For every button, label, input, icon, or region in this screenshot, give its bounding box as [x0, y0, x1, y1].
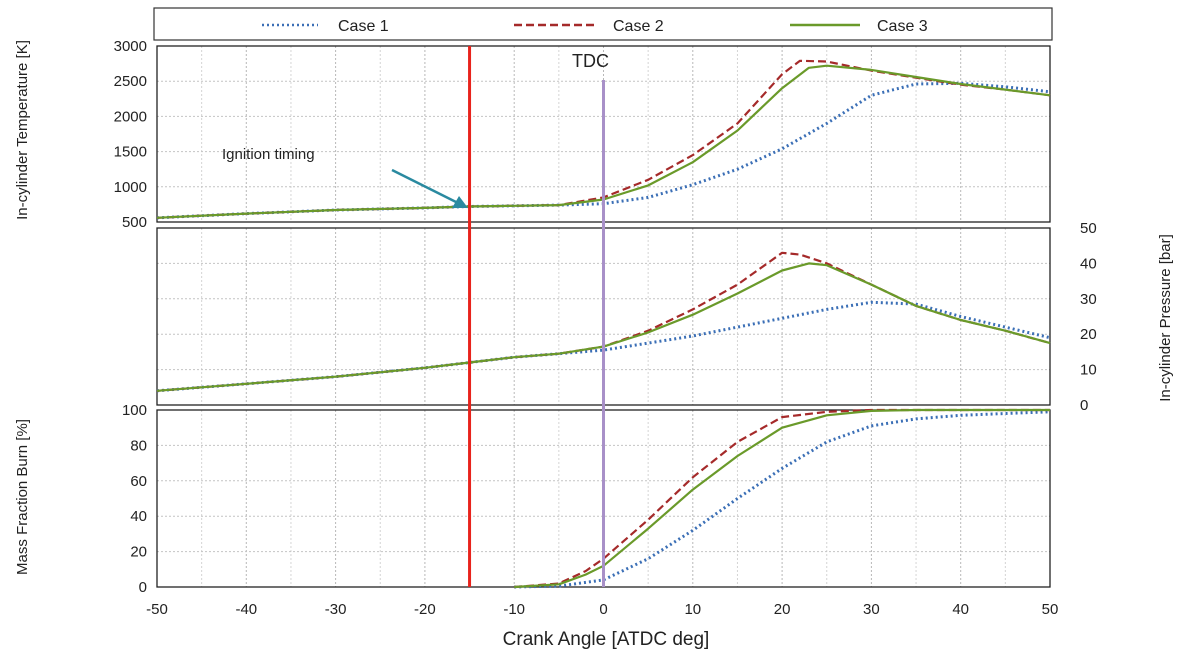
series-line-case1	[156, 81, 1051, 220]
y-tick-label: 20	[1080, 326, 1097, 343]
legend: Case 1 Case 2 Case 3	[153, 7, 1053, 41]
mass-fraction-panel: 0 20 40 60 80 100 -50 -40 -30 -20 -10 0 10 20 30 40 50	[122, 402, 1058, 618]
y-tick-label: 2000	[114, 108, 147, 125]
y-tick-label: 80	[130, 437, 147, 454]
ignition-arrow	[391, 168, 468, 208]
x-tick-label: 40	[952, 601, 969, 618]
y-tick-label: 3000	[114, 38, 147, 55]
y-tick-label: 100	[122, 402, 147, 419]
tdc-label: TDC	[572, 51, 609, 71]
y-tick-label: 2500	[114, 73, 147, 90]
ignition-timing-label: Ignition timing	[222, 146, 315, 163]
x-tick-label: 50	[1042, 601, 1059, 618]
x-tick-label: -50	[146, 601, 168, 618]
series-line-case1	[514, 410, 1051, 589]
legend-case1-label: Case 1	[338, 18, 389, 35]
legend-case3-label: Case 3	[877, 18, 928, 35]
x-axis-title: Crank Angle [ATDC deg]	[503, 629, 710, 650]
pressure-axis-title: In-cylinder Pressure [bar]	[1157, 234, 1174, 402]
y-tick-label: 40	[130, 508, 147, 525]
pressure-panel: 0 10 20 30 40 50	[156, 220, 1097, 414]
y-tick-label: 0	[139, 579, 147, 596]
x-tick-label: -40	[235, 601, 257, 618]
y-tick-label: 1500	[114, 144, 147, 161]
series-line-case3	[156, 262, 1051, 392]
y-tick-label: 30	[1080, 291, 1097, 308]
x-tick-label: -30	[325, 601, 347, 618]
y-tick-label: 60	[130, 473, 147, 490]
x-tick-label: 10	[684, 601, 701, 618]
x-tick-label: 30	[863, 601, 880, 618]
y-tick-label: 1000	[114, 179, 147, 196]
x-tick-label: -20	[414, 601, 436, 618]
y-tick-label: 40	[1080, 255, 1097, 272]
x-tick-label: 0	[599, 601, 607, 618]
series-line-case1	[156, 300, 1051, 393]
y-tick-label: 500	[122, 214, 147, 231]
y-tick-label: 20	[130, 544, 147, 561]
legend-case2-label: Case 2	[613, 18, 664, 35]
mass-fraction-axis-title: Mass Fraction Burn [%]	[14, 419, 31, 575]
y-tick-label: 50	[1080, 220, 1097, 237]
x-tick-label: -10	[503, 601, 525, 618]
x-tick-label: 20	[774, 601, 791, 618]
series-line-case3	[514, 408, 1050, 589]
temperature-axis-title: In-cylinder Temperature [K]	[14, 40, 31, 220]
y-tick-label: 0	[1080, 397, 1088, 414]
series-line-case3	[156, 64, 1051, 219]
y-tick-label: 10	[1080, 362, 1097, 379]
